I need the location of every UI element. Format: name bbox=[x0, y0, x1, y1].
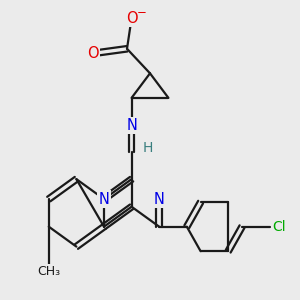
Text: O: O bbox=[87, 46, 99, 61]
Text: CH₃: CH₃ bbox=[37, 265, 60, 278]
Text: N: N bbox=[99, 192, 110, 207]
Text: N: N bbox=[154, 192, 165, 207]
Text: O: O bbox=[126, 11, 137, 26]
Text: N: N bbox=[126, 118, 137, 133]
Text: −: − bbox=[136, 6, 146, 19]
Text: H: H bbox=[142, 141, 153, 155]
Text: Cl: Cl bbox=[272, 220, 286, 234]
